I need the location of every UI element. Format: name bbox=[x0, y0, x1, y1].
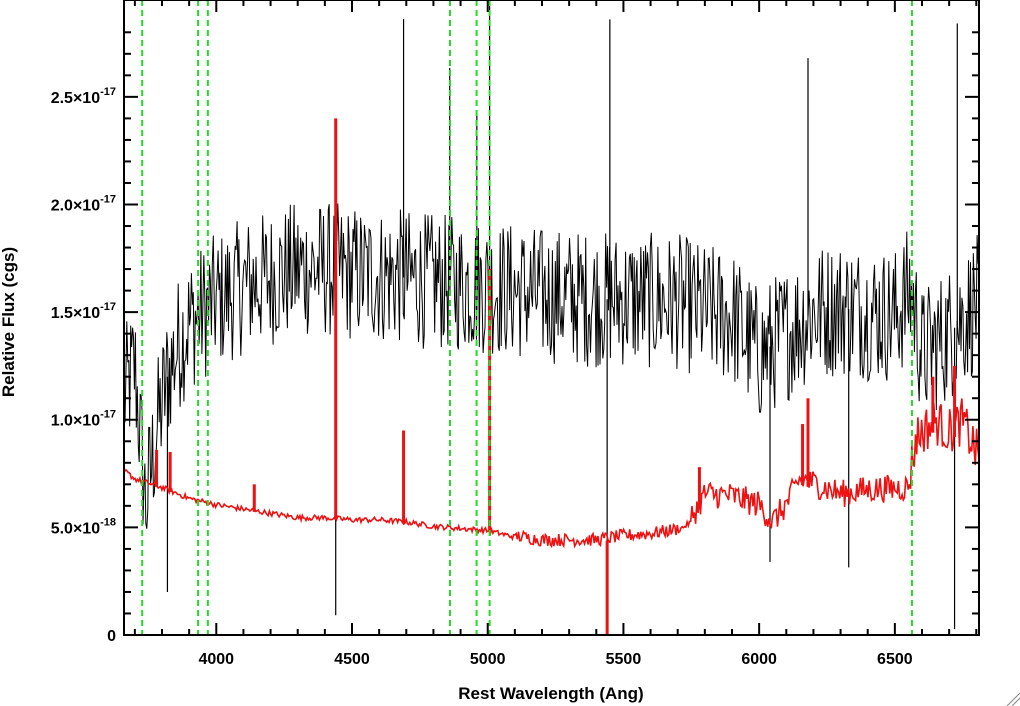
y-tick-label: 1.0×10-17 bbox=[51, 409, 116, 430]
tick-labels: 4000 4500 5000 5500 6000 6500 0 5.0×10-18 1.0×10… bbox=[51, 86, 913, 668]
plot-border bbox=[123, 0, 980, 636]
x-tick-label: 6000 bbox=[741, 651, 777, 668]
y-tick-label: 5.0×10-18 bbox=[51, 516, 116, 537]
y-tick-label: 2.5×10-17 bbox=[51, 86, 116, 107]
x-tick-label: 5500 bbox=[606, 651, 642, 668]
series-error-line bbox=[123, 398, 980, 549]
y-axis-title: Relative Flux (cgs) bbox=[0, 247, 18, 397]
axis-ticks bbox=[124, 0, 979, 636]
y-tick-label: 1.5×10-17 bbox=[51, 301, 116, 322]
resize-grip-icon[interactable] bbox=[1006, 692, 1020, 706]
series-observed-line bbox=[123, 203, 980, 529]
x-tick-label: 6500 bbox=[877, 651, 913, 668]
x-tick-label: 4000 bbox=[198, 651, 234, 668]
plot-frame bbox=[123, 0, 980, 636]
x-tick-label: 5000 bbox=[470, 651, 506, 668]
data-layer bbox=[123, 0, 980, 635]
y-tick-label: 0 bbox=[107, 628, 116, 645]
x-tick-label: 4500 bbox=[334, 651, 370, 668]
x-axis-title: Rest Wavelength (Ang) bbox=[458, 684, 643, 703]
y-tick-label: 2.0×10-17 bbox=[51, 193, 116, 214]
